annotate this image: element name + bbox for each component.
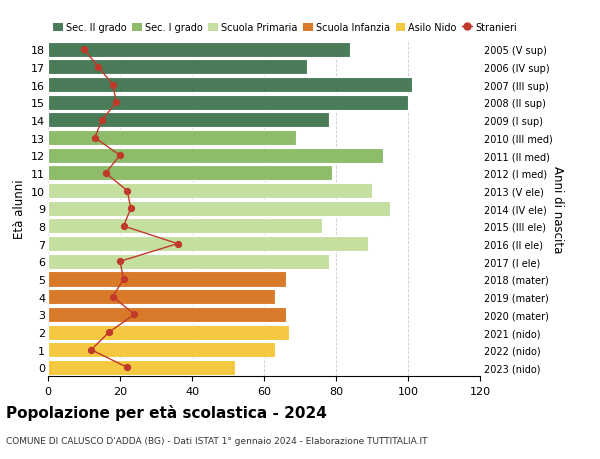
Bar	[48, 254, 329, 269]
Point	[115, 258, 125, 265]
Point	[122, 364, 132, 371]
Y-axis label: Anni di nascita: Anni di nascita	[551, 165, 564, 252]
Bar	[48, 166, 332, 181]
Point	[97, 117, 107, 124]
Bar	[48, 148, 383, 163]
Point	[130, 311, 139, 319]
Bar	[48, 184, 372, 199]
Text: Popolazione per età scolastica - 2024: Popolazione per età scolastica - 2024	[6, 404, 327, 420]
Point	[104, 329, 114, 336]
Bar	[48, 325, 289, 340]
Bar	[48, 113, 329, 128]
Point	[108, 82, 118, 89]
Point	[94, 64, 103, 72]
Text: COMUNE DI CALUSCO D'ADDA (BG) - Dati ISTAT 1° gennaio 2024 - Elaborazione TUTTIT: COMUNE DI CALUSCO D'ADDA (BG) - Dati IST…	[6, 436, 427, 445]
Point	[126, 205, 136, 213]
Legend: Sec. II grado, Sec. I grado, Scuola Primaria, Scuola Infanzia, Asilo Nido, Stran: Sec. II grado, Sec. I grado, Scuola Prim…	[53, 23, 517, 33]
Bar	[48, 219, 322, 234]
Bar	[48, 272, 286, 287]
Point	[86, 346, 96, 353]
Bar	[48, 237, 368, 252]
Point	[173, 241, 182, 248]
Point	[79, 46, 89, 54]
Point	[115, 152, 125, 160]
Point	[119, 276, 128, 283]
Bar	[48, 95, 408, 111]
Point	[90, 134, 100, 142]
Bar	[48, 202, 390, 216]
Bar	[48, 60, 307, 75]
Bar	[48, 307, 286, 322]
Point	[108, 293, 118, 301]
Bar	[48, 342, 275, 358]
Point	[119, 223, 128, 230]
Bar	[48, 360, 235, 375]
Bar	[48, 78, 412, 93]
Bar	[48, 290, 275, 304]
Point	[101, 170, 110, 177]
Bar	[48, 43, 350, 58]
Point	[122, 188, 132, 195]
Y-axis label: Età alunni: Età alunni	[13, 179, 26, 239]
Bar	[48, 131, 296, 146]
Point	[112, 99, 121, 106]
